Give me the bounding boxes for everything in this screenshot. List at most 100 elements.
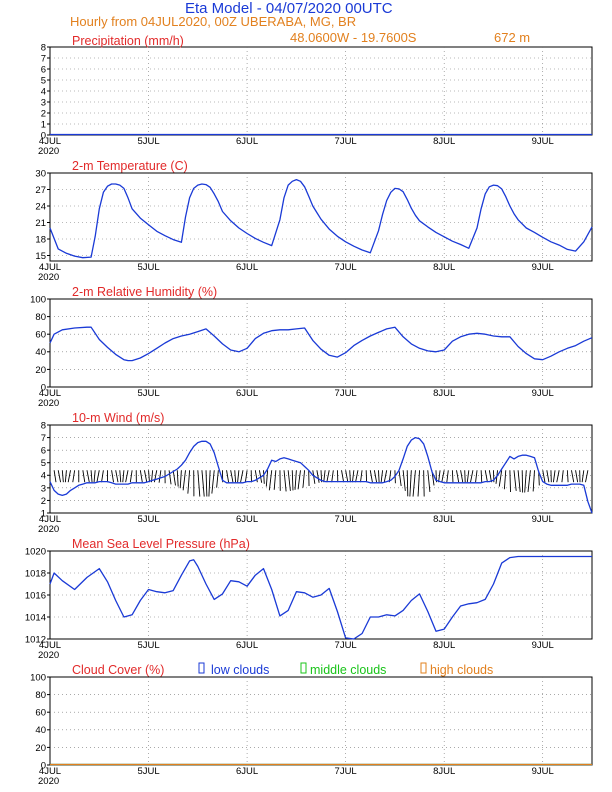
y-tick-label: 5 [41,458,46,469]
series-line-temperature [49,178,593,259]
x-tick-label: 8JUL [433,766,455,777]
x-tick-label: 6JUL [236,388,258,399]
x-axis-ticks: 4JUL 5JUL 6JUL 7JUL 8JUL 9JUL 2020 [38,514,554,535]
x-tick-label: 5JUL [137,262,159,273]
wind-arrow [240,470,244,483]
wind-arrow [119,470,122,483]
x-tick-label: 4JUL [39,514,61,525]
wind-arrow [509,470,511,492]
wind-arrow [234,470,237,483]
wind-arrow [179,470,182,489]
grid-lines [50,47,592,135]
wind-arrow [53,470,57,483]
panel-temperature: 2-m Temperature (C) 15 18 21 24 27 30 4JUL 5JU… [35,159,593,283]
wind-arrow [480,470,483,483]
y-tick-label: 6 [41,64,46,75]
wind-arrow [398,470,402,487]
wind-arrow [571,470,575,483]
x-axis-ticks: 4JUL 5JUL 6JUL 7JUL 8JUL 9JUL 2020 [38,136,554,157]
y-tick-label: 21 [35,218,46,229]
wind-arrow [456,470,460,483]
wind-arrow [323,470,326,483]
x-tick-label: 4JUL [39,388,61,399]
wind-arrow [57,470,61,483]
series-line-relative-humidity [49,326,593,362]
wind-arrow [451,470,454,483]
wind-arrow [446,470,449,483]
y-tick-label: 60 [35,330,46,341]
legend-middle-clouds-label: middle clouds [310,663,386,677]
legend-low-clouds-swatch [198,662,205,674]
x-tick-label: 4JUL [39,262,61,273]
wind-arrow [273,470,277,490]
y-tick-label: 80 [35,312,46,323]
wind-arrow [265,470,269,487]
y-tick-label: 80 [35,690,46,701]
wind-arrow [122,470,125,483]
y-tick-label: 2 [41,496,46,507]
wind-arrow [254,470,258,483]
panel-title: 10-m Wind (m/s) [72,411,164,425]
y-tick-label: 20 [35,365,46,376]
x-year-label: 2020 [38,146,59,157]
y-tick-label: 15 [35,251,46,262]
y-tick-label: 40 [35,725,46,736]
wind-arrow [513,470,517,491]
x-tick-label: 5JUL [137,514,159,525]
wind-arrow [527,470,531,493]
y-tick-label: 18 [35,234,46,245]
wind-arrow [263,470,265,484]
y-tick-label: 1012 [25,634,46,645]
station-elevation: 672 m [494,30,530,45]
wind-arrow [575,470,579,483]
wind-arrow [409,470,412,497]
grid-lines [50,677,592,765]
x-tick-label: 6JUL [236,262,258,273]
y-tick-label: 1018 [25,568,46,579]
y-axis-ticks: 1012 1014 1016 1018 1020 [25,546,50,645]
wind-arrow [101,470,104,483]
x-tick-label: 7JUL [335,388,357,399]
wind-arrow [176,470,179,487]
x-tick-label: 9JUL [532,766,554,777]
x-tick-label: 4JUL [39,136,61,147]
wind-arrows [49,470,589,497]
wind-arrow [93,470,96,483]
grid-lines [50,425,592,513]
x-year-label: 2020 [38,398,59,409]
y-tick-label: 3 [41,483,46,494]
wind-arrow [216,470,219,488]
y-tick-label: 2 [41,108,46,119]
y-axis-ticks: 15 18 21 24 27 30 [35,168,50,262]
x-tick-label: 5JUL [137,640,159,651]
y-tick-label: 20 [35,743,46,754]
station-coordinates: 48.0600W - 19.7600S [290,30,417,45]
wind-arrow [546,470,550,483]
x-tick-label: 9JUL [532,514,554,525]
chart-subtitle: Hourly from 04JUL2020, 00Z UBERABA, MG, … [70,14,356,29]
wind-arrow [125,470,129,483]
y-tick-label: 0 [41,382,46,393]
wind-arrow [237,470,240,483]
y-tick-label: 100 [30,672,46,683]
wind-arrow [552,470,556,483]
y-tick-label: 6 [41,446,46,457]
wind-arrow [115,470,119,483]
wind-arrow [517,470,521,493]
wind-arrow [61,470,64,483]
plot-frame [49,172,593,262]
x-tick-label: 7JUL [335,262,357,273]
plot-frame [49,424,593,514]
wind-arrow [380,470,384,483]
x-year-label: 2020 [38,650,59,661]
panel-title: 2-m Temperature (C) [72,159,188,173]
wind-arrow [294,470,297,490]
wind-arrow [302,470,306,488]
wind-arrow [297,470,301,490]
panel-title: Cloud Cover (%) [72,663,164,677]
series-line-wind-speed [49,436,593,514]
x-tick-label: 7JUL [335,136,357,147]
